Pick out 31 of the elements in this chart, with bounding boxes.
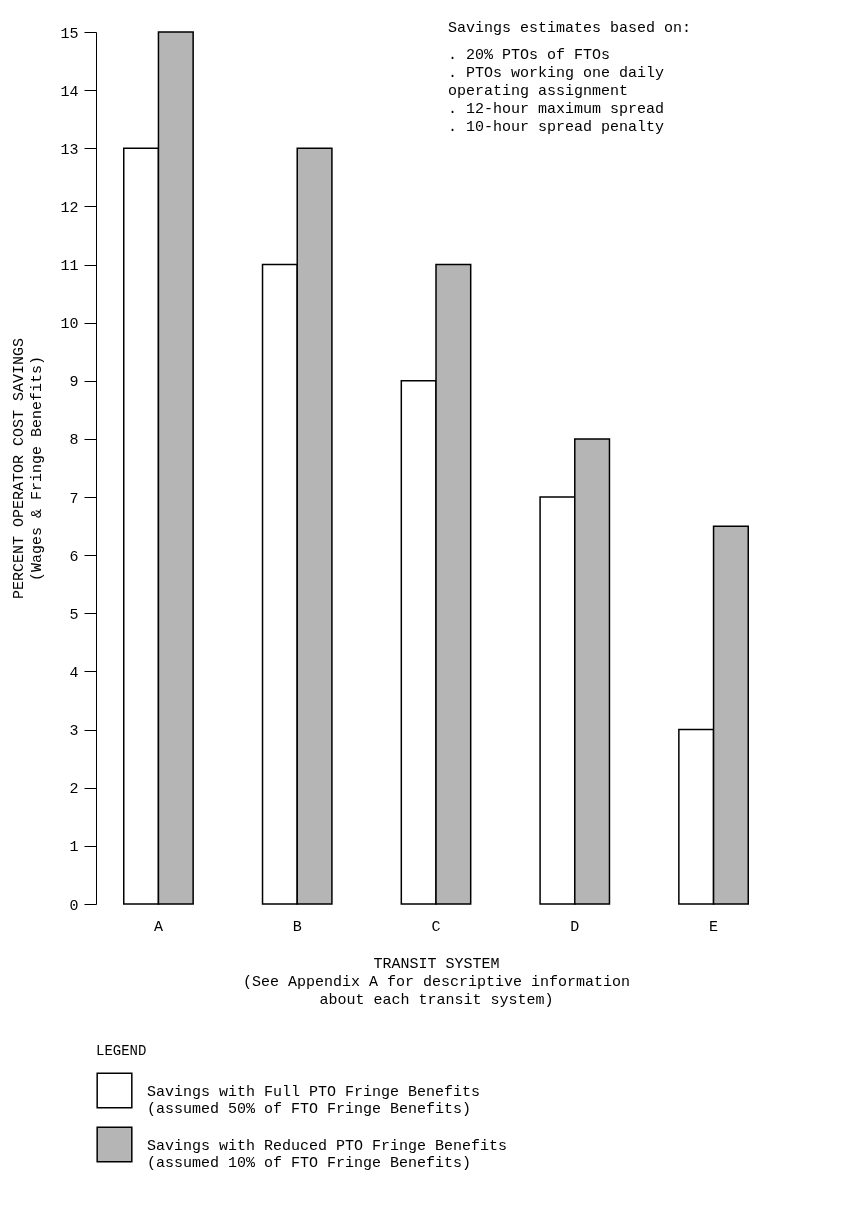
x-tick-label: C [431, 918, 441, 936]
y-tick-label: 4 [69, 664, 79, 682]
y-tick-label: 3 [69, 723, 79, 741]
legend-title: LEGEND [96, 1043, 147, 1059]
y-axis-title: PERCENT OPERATOR COST SAVINGS (Wages & Fringe Benefits) [11, 337, 47, 600]
y-tick-label: 5 [69, 606, 79, 624]
y-tick-label: 1 [69, 839, 79, 857]
y-tick-label: 12 [60, 199, 79, 217]
y-tick-label: 14 [60, 83, 79, 101]
y-tick-label: 9 [69, 374, 79, 392]
annotation: . 12-hour maximum spread [448, 101, 665, 118]
x-tick-label: A [153, 918, 163, 936]
legend-label: Savings with Full PTO Fringe Benefits (assumed 50% of FTO Fringe Benefits) [147, 1083, 481, 1118]
annotation: . 20% PTOs of FTOs [448, 47, 611, 64]
y-tick-label: 15 [60, 25, 79, 43]
x-axis-title: TRANSIT SYSTEM (See Appendix A for descriptive information about each transit system) [242, 955, 631, 1009]
y-tick-label: 0 [69, 897, 79, 915]
annotation: . 10-hour spread penalty [448, 119, 665, 136]
x-tick-label: B [292, 918, 302, 936]
annotation: . PTOs working one daily operating assignment [448, 65, 665, 100]
y-tick-label: 11 [60, 258, 79, 276]
annotation: Savings estimates based on: [448, 20, 692, 37]
y-tick-label: 8 [69, 432, 79, 450]
y-tick-label: 6 [69, 548, 79, 566]
x-tick-label: E [709, 918, 719, 936]
y-tick-label: 13 [60, 141, 79, 159]
legend-label: Savings with Reduced PTO Fringe Benefits (assumed 10% of FTO Fringe Benefits) [147, 1137, 508, 1172]
y-tick-label: 10 [60, 316, 79, 334]
y-tick-label: 2 [69, 781, 79, 799]
y-tick-label: 7 [69, 490, 79, 508]
x-tick-label: D [570, 918, 580, 936]
